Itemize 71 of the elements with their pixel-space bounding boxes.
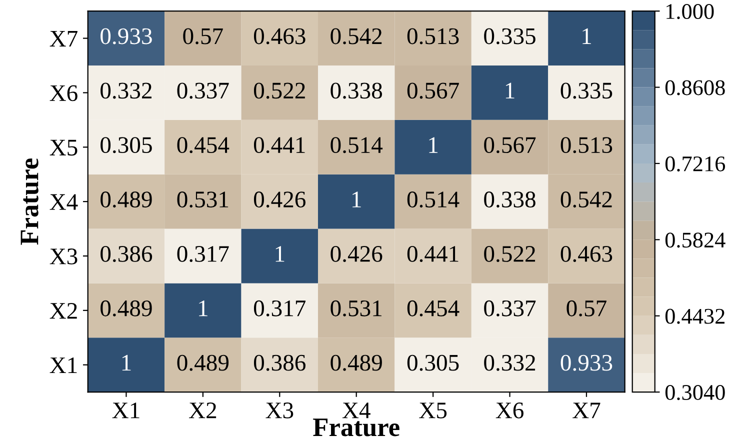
data-label: 0.317 (254, 300, 306, 316)
data-label: 0.567 (484, 137, 536, 154)
data-label: 0.338 (484, 192, 536, 208)
data-label: 0.332 (100, 82, 152, 99)
data-label: 1 (199, 300, 208, 316)
data-label: 0.522 (484, 246, 536, 262)
data-label: 0.542 (330, 28, 382, 44)
data-label: 0.426 (254, 192, 306, 208)
y-tick-label: X5 (50, 140, 78, 156)
data-label: 0.454 (177, 137, 230, 154)
data-label: 0.386 (100, 246, 152, 262)
color-bar-label: 0.7216 (665, 156, 726, 172)
data-label: 0.338 (330, 82, 382, 99)
data-label: 0.454 (407, 300, 460, 316)
y-tick-label: X6 (50, 85, 78, 102)
data-label: 0.513 (560, 137, 612, 154)
x-tick-label: X6 (496, 402, 524, 418)
x-tick-label: X1 (112, 402, 140, 418)
data-label: 0.332 (484, 354, 536, 371)
data-label: 0.305 (100, 137, 152, 154)
data-label: 0.531 (177, 192, 228, 208)
data-label: 0.463 (560, 246, 612, 262)
data-label: 1 (429, 137, 438, 153)
data-label: 0.489 (100, 300, 152, 316)
data-label: 0.441 (254, 137, 305, 154)
data-label: 0.463 (254, 28, 306, 44)
data-label: 0.514 (330, 137, 383, 154)
color-bar-label: 0.3040 (665, 384, 725, 400)
x-tick-label: X3 (266, 402, 294, 418)
data-label: 0.489 (100, 192, 152, 208)
data-label: 0.514 (407, 192, 460, 208)
data-label: 0.489 (177, 354, 229, 371)
color-bar-label: 0.8608 (665, 80, 725, 96)
data-label: 0.522 (254, 82, 305, 99)
data-label: 0.426 (330, 246, 382, 262)
data-label: 1 (352, 192, 361, 208)
y-tick-label: X3 (50, 248, 78, 264)
data-label: 0.933 (560, 354, 612, 371)
data-label: 0.386 (254, 354, 306, 371)
data-label: 0.335 (560, 82, 612, 99)
color-bar-label: 0.5824 (665, 232, 726, 248)
data-label: 0.933 (100, 28, 152, 44)
color-bar-label: 1.000 (666, 4, 714, 20)
x-tick-label: X2 (189, 402, 216, 418)
y-tick-label: X4 (50, 194, 78, 210)
x-tick-label: X4 (342, 402, 370, 418)
data-label: 1 (582, 28, 591, 44)
x-tick-label: X7 (572, 402, 600, 418)
data-label: 1 (122, 354, 131, 371)
data-label: 0.337 (177, 82, 229, 99)
data-label: 0.441 (407, 246, 458, 262)
y-tick-label: X2 (50, 302, 77, 319)
y-axis-title: Frature (20, 158, 38, 245)
y-tick-label: X1 (50, 357, 77, 374)
data-label: 0.489 (330, 354, 382, 371)
color-bar-label: 0.4432 (665, 308, 724, 324)
data-label: 0.531 (330, 300, 382, 316)
data-label: 1 (506, 82, 514, 98)
data-label: 0.335 (484, 28, 536, 44)
data-label: 0.567 (407, 82, 459, 99)
x-axis-title: Frature (313, 418, 400, 436)
data-label: 0.542 (560, 192, 612, 208)
y-tick-label: X7 (50, 31, 78, 46)
data-label: 0.57 (566, 300, 606, 316)
data-label: 0.57 (183, 28, 223, 44)
data-label: 0.317 (177, 246, 229, 262)
data-label: 0.305 (407, 354, 459, 371)
data-label: 0.337 (484, 300, 536, 316)
x-tick-label: X5 (419, 402, 447, 418)
data-label: 0.513 (407, 28, 459, 44)
data-label: 1 (276, 246, 284, 262)
